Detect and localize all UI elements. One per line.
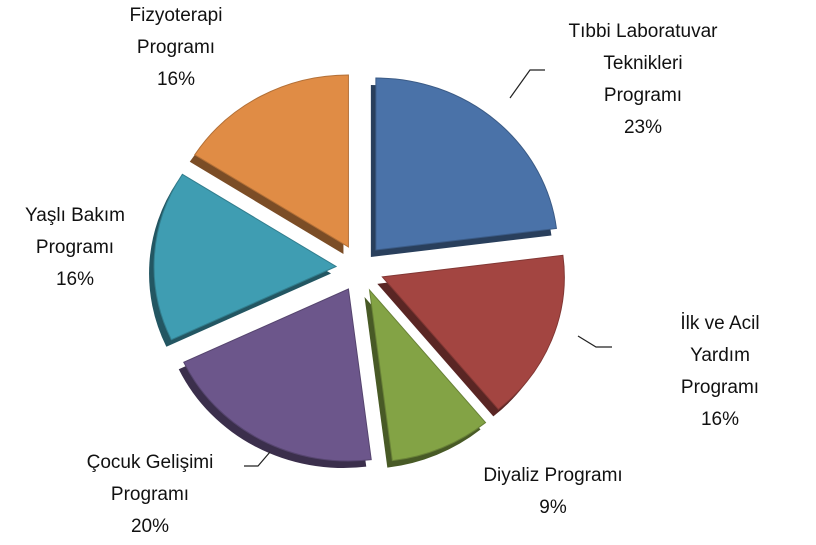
category-label: İlk ve Acil Yardım Programı [680,313,760,398]
value-label: 16% [55,269,95,290]
slice-label: Yaşlı Bakım Programı 16% [25,200,125,296]
slice-label: Diyaliz Programı 9% [483,460,622,524]
slice-label: Çocuk Gelişimi Programı 20% [87,447,214,543]
category-label: Diyaliz Programı [483,465,623,486]
leader-line [577,335,612,348]
category-label: Yaşlı Bakım Programı [25,205,125,258]
slice [381,254,565,411]
category-label: Fizyoterapi Programı [129,5,223,58]
slice [153,173,338,341]
value-label: 9% [539,497,567,518]
slice-label: Fizyoterapi Programı 16% [130,0,223,96]
value-label: 23% [623,117,663,138]
slice-label: Tıbbi Laboratuvar Teknikleri Programı 23% [569,16,718,144]
category-label: Çocuk Gelişimi Programı [86,452,214,505]
value-label: 16% [156,69,196,90]
value-label: 16% [700,409,740,430]
leader-line [244,451,271,467]
slice [183,288,372,462]
slice [368,288,487,462]
category-label: Tıbbi Laboratuvar Teknikleri Programı [568,21,718,106]
leader-line [509,69,545,99]
slice [194,74,349,248]
slice [375,77,557,251]
slice-label: İlk ve Acil Yardım Programı 16% [672,308,768,436]
value-label: 20% [130,516,170,537]
